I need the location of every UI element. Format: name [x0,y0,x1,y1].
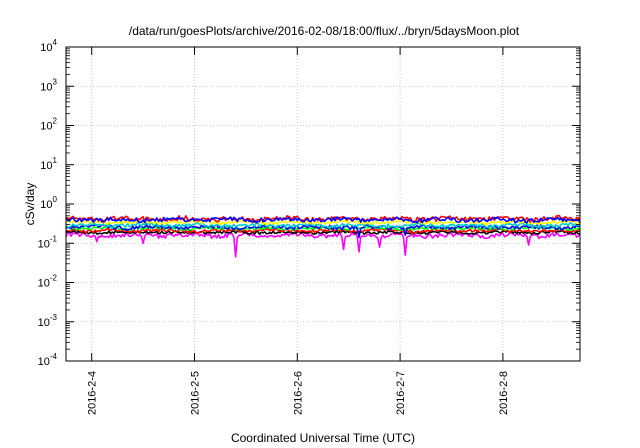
y-tick-labels: 10-4 10-3 10-2 10-1 100 101 102 103 104 [38,38,58,368]
series-line [65,231,581,258]
series-line [65,222,581,229]
x-tick-label: 2016-2-6 [292,371,304,415]
x-tick-label: 2016-2-8 [498,371,510,415]
y-tick-label: 104 [40,38,57,54]
x-tick-label: 2016-2-5 [190,371,202,415]
x-tick-label: 2016-2-7 [395,371,407,415]
y-tick-label: 10-4 [38,352,58,368]
series-line [65,219,581,226]
series-line [65,229,581,236]
series-line [65,214,581,223]
chart-title: /data/run/goesPlots/archive/2016-02-08/1… [129,24,520,38]
y-tick-label: 101 [40,156,57,172]
y-tick-label: 10-3 [38,313,58,329]
grid [66,47,580,361]
x-tick-labels: 2016-2-4 2016-2-5 2016-2-6 2016-2-7 2016-2-8 [87,371,510,415]
series-line [65,227,581,234]
y-tick-label: 10-2 [38,274,58,290]
series-line [65,216,581,224]
y-tick-label: 100 [40,195,57,211]
ticks [66,46,580,362]
x-tick-label: 2016-2-4 [87,371,99,415]
series-group [65,214,581,258]
x-axis-label: Coordinated Universal Time (UTC) [231,431,415,445]
y-axis-label: cSv/day [23,183,37,226]
y-tick-label: 103 [40,77,57,93]
y-tick-label: 10-1 [38,234,58,250]
y-tick-label: 102 [40,117,57,133]
